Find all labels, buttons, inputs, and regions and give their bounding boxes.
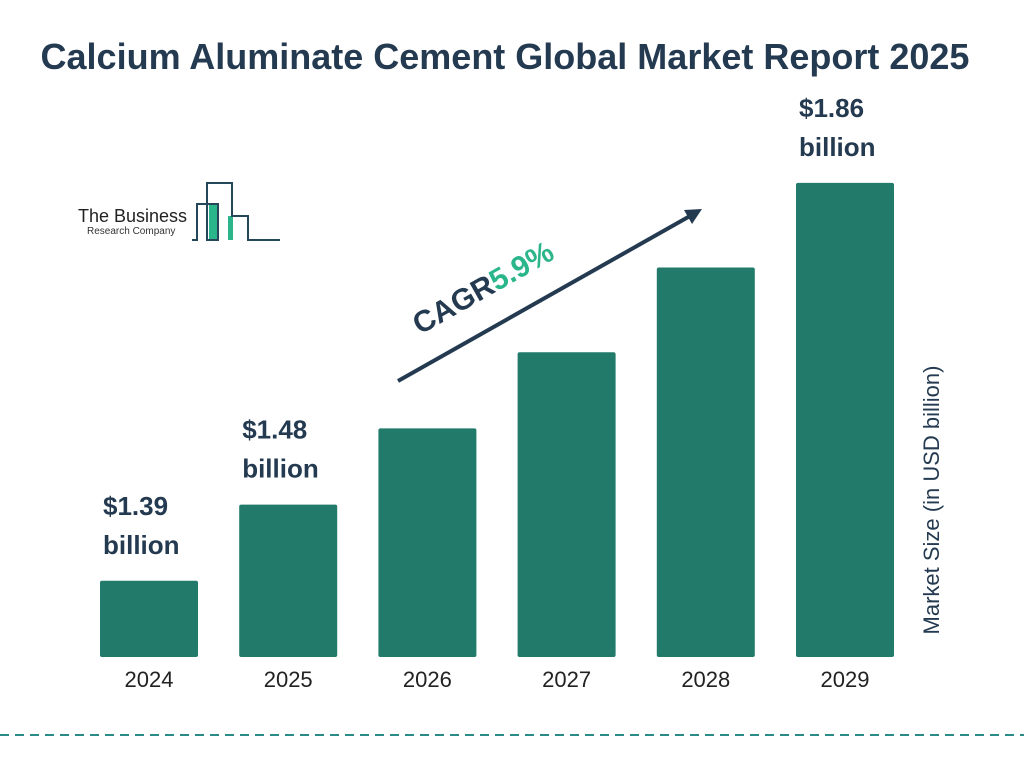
cagr-arrow-head-icon <box>684 209 702 224</box>
logo-text-line2: Research Company <box>87 226 176 237</box>
x-tick-label: 2024 <box>125 667 174 692</box>
data-label-unit: billion <box>242 454 319 484</box>
logo-text-line1: The Business <box>78 206 188 226</box>
y-axis-label: Market Size (in USD billion) <box>919 365 944 635</box>
x-tick-label: 2028 <box>681 667 730 692</box>
data-label-value: $1.48 <box>242 415 307 445</box>
bar-2026 <box>378 428 477 657</box>
bar-2025 <box>239 504 338 657</box>
data-label-value: $1.86 <box>799 93 864 123</box>
x-tick-label: 2026 <box>403 667 452 692</box>
bar-2027 <box>517 352 616 657</box>
x-tick-label: 2025 <box>264 667 313 692</box>
bar-2028 <box>656 267 755 657</box>
chart-title: Calcium Aluminate Cement Global Market R… <box>40 36 970 77</box>
x-tick-label: 2029 <box>821 667 870 692</box>
bar-2024 <box>100 580 198 657</box>
cagr-arrow-line <box>397 214 691 383</box>
logo-graphic <box>192 182 280 241</box>
data-label-value: $1.39 <box>103 491 168 521</box>
data-label-unit: billion <box>103 530 180 560</box>
x-tick-label: 2027 <box>542 667 591 692</box>
bar-2029 <box>796 182 894 657</box>
data-label-unit: billion <box>799 132 876 162</box>
cagr-value: 5.9% <box>484 235 560 297</box>
